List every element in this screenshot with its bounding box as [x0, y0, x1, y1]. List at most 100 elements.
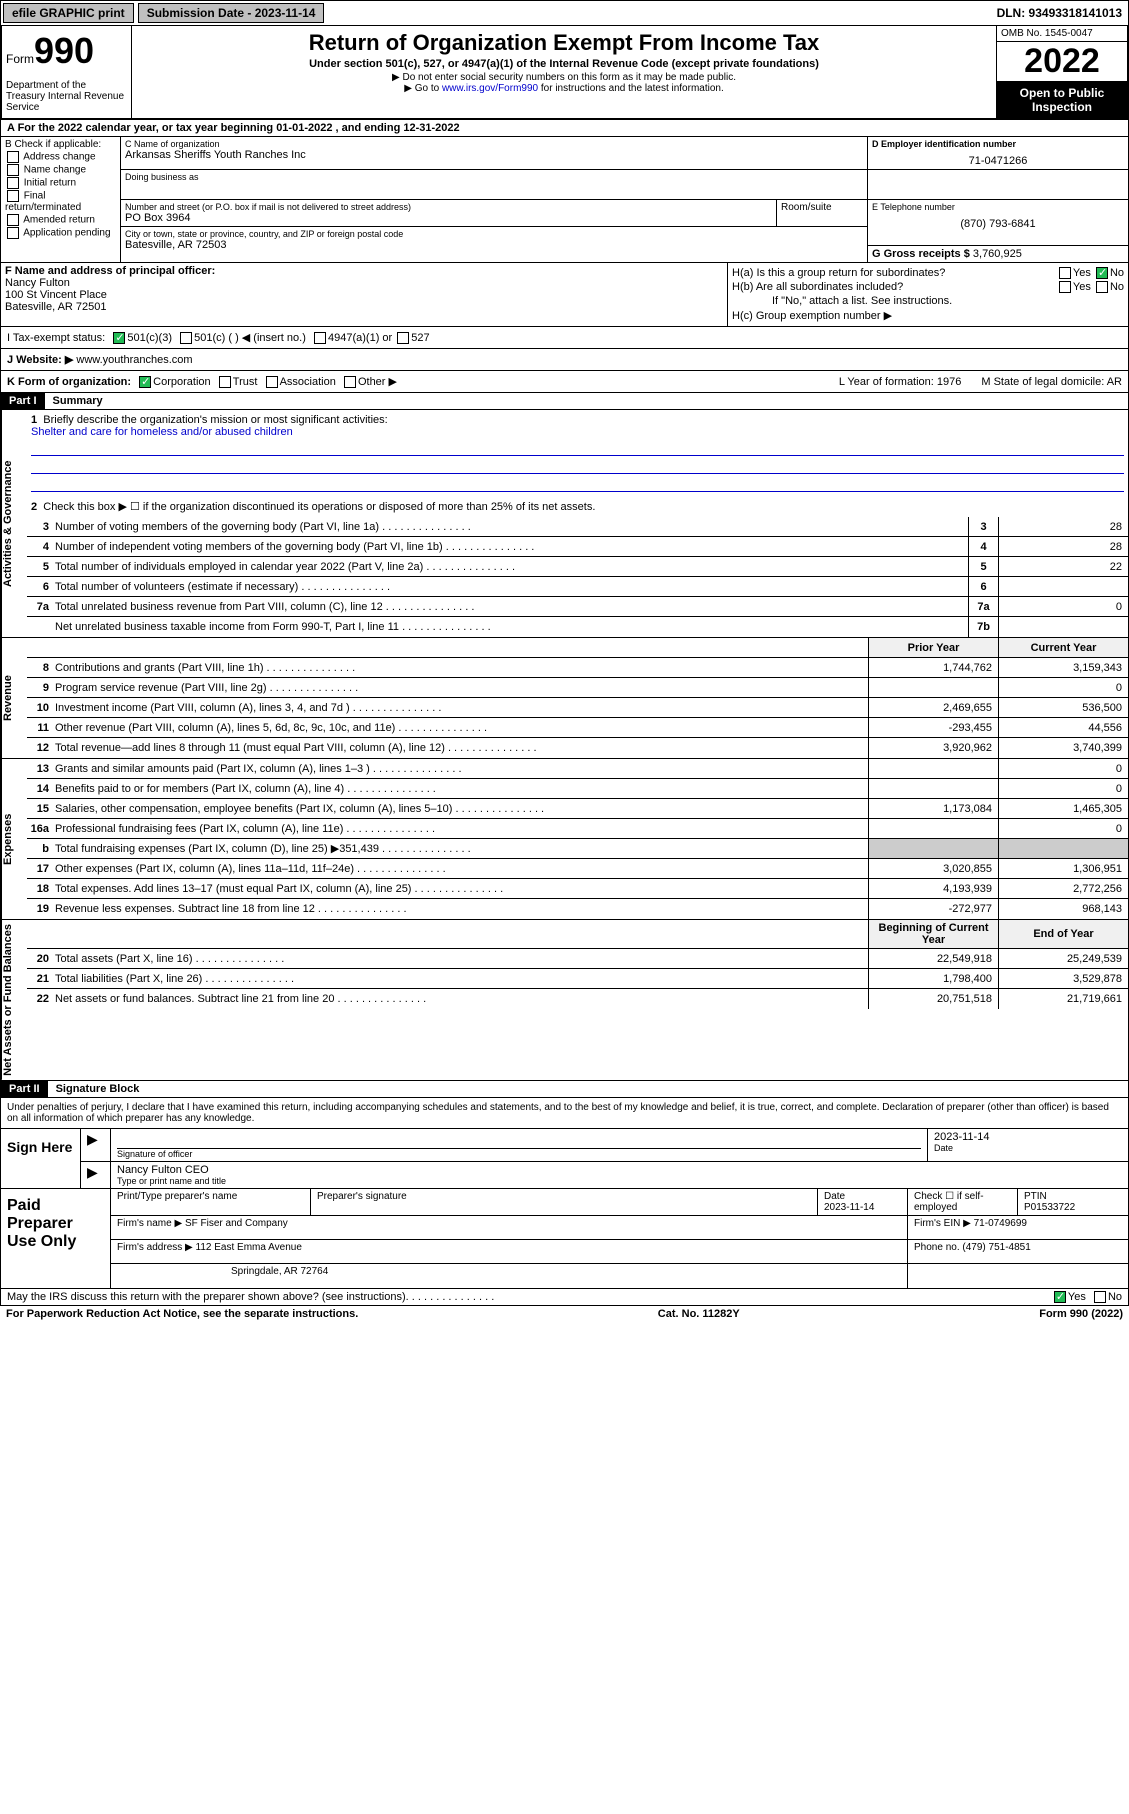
summary-line: 14Benefits paid to or for members (Part … — [27, 779, 1128, 799]
section-f-h: F Name and address of principal officer:… — [0, 263, 1129, 327]
summary-line: 8Contributions and grants (Part VIII, li… — [27, 658, 1128, 678]
summary-revenue: Revenue Prior Year Current Year 8Contrib… — [0, 638, 1129, 759]
chk-address-change[interactable]: Address change — [5, 151, 116, 163]
mission-text[interactable]: Shelter and care for homeless and/or abu… — [31, 426, 293, 438]
footer-row: For Paperwork Reduction Act Notice, see … — [0, 1306, 1129, 1322]
summary-line: 18Total expenses. Add lines 13–17 (must … — [27, 879, 1128, 899]
tax-year: 2022 — [997, 42, 1127, 82]
open-inspection: Open to Public Inspection — [997, 82, 1127, 118]
irs-link[interactable]: www.irs.gov/Form990 — [442, 83, 538, 94]
summary-governance: Activities & Governance 1 Briefly descri… — [0, 410, 1129, 638]
mission-block: 1 Briefly describe the organization's mi… — [27, 410, 1128, 517]
suite-cell: Room/suite — [777, 200, 867, 226]
submission-date-button[interactable]: Submission Date - 2023-11-14 — [138, 3, 325, 23]
org-name: Arkansas Sheriffs Youth Ranches Inc — [125, 149, 863, 161]
officer-name: Nancy Fulton CEO — [117, 1164, 1122, 1176]
chk-discuss-no[interactable] — [1094, 1291, 1106, 1303]
chk-final-return[interactable]: Final return/terminated — [5, 190, 116, 213]
street-value: PO Box 3964 — [125, 212, 772, 224]
summary-line: 12Total revenue—add lines 8 through 11 (… — [27, 738, 1128, 758]
chk-initial-return[interactable]: Initial return — [5, 177, 116, 189]
ptin-value: P01533722 — [1024, 1202, 1075, 1213]
sign-here-label: Sign Here — [1, 1129, 81, 1188]
city-cell: City or town, state or province, country… — [121, 227, 867, 253]
efile-button[interactable]: efile GRAPHIC print — [3, 3, 134, 23]
firm-phone: (479) 751-4851 — [962, 1242, 1030, 1253]
vtab-revenue: Revenue — [1, 638, 27, 758]
chk-name-change[interactable]: Name change — [5, 164, 116, 176]
discuss-row: May the IRS discuss this return with the… — [0, 1289, 1129, 1306]
phone-cell: E Telephone number (870) 793-6841 — [868, 200, 1128, 246]
ein-cell: D Employer identification number 71-0471… — [868, 137, 1128, 170]
summary-line: 11Other revenue (Part VIII, column (A), … — [27, 718, 1128, 738]
dba-cell: Doing business as — [121, 170, 868, 200]
firm-address: 112 East Emma Avenue — [196, 1242, 302, 1253]
summary-line: 9Program service revenue (Part VIII, lin… — [27, 678, 1128, 698]
principal-officer: F Name and address of principal officer:… — [1, 263, 728, 326]
website-value: www.youthranches.com — [76, 354, 192, 366]
dept-label: Department of the Treasury Internal Reve… — [6, 80, 127, 113]
chk-amended-return[interactable]: Amended return — [5, 214, 116, 226]
chk-501c3[interactable] — [113, 332, 125, 344]
firm-city: Springdale, AR 72764 — [111, 1264, 908, 1288]
summary-line: 7aTotal unrelated business revenue from … — [27, 597, 1128, 617]
ein-value: 71-0471266 — [872, 149, 1124, 167]
part-2-header: Part II Signature Block — [0, 1081, 1129, 1098]
summary-line: 5Total number of individuals employed in… — [27, 557, 1128, 577]
summary-line: 3Number of voting members of the governi… — [27, 517, 1128, 537]
summary-line: 10Investment income (Part VIII, column (… — [27, 698, 1128, 718]
row-a-tax-year: A For the 2022 calendar year, or tax yea… — [0, 120, 1129, 137]
summary-line: 19Revenue less expenses. Subtract line 1… — [27, 899, 1128, 919]
vtab-governance: Activities & Governance — [1, 410, 27, 637]
summary-line: 21Total liabilities (Part X, line 26) 1,… — [27, 969, 1128, 989]
firm-name: SF Fiser and Company — [185, 1218, 288, 1229]
col-b-checkboxes: B Check if applicable: Address change Na… — [1, 137, 121, 262]
chk-527[interactable] — [397, 332, 409, 344]
chk-4947[interactable] — [314, 332, 326, 344]
summary-line: 6Total number of volunteers (estimate if… — [27, 577, 1128, 597]
signature-declaration: Under penalties of perjury, I declare th… — [0, 1098, 1129, 1129]
firm-ein: 71-0749699 — [974, 1218, 1027, 1229]
row-i-tax-status: I Tax-exempt status: 501(c)(3) 501(c) ( … — [0, 327, 1129, 349]
summary-line: 16aProfessional fundraising fees (Part I… — [27, 819, 1128, 839]
summary-line: 20Total assets (Part X, line 16) 22,549,… — [27, 949, 1128, 969]
city-value: Batesville, AR 72503 — [125, 239, 863, 251]
form-header: Form990 Department of the Treasury Inter… — [0, 26, 1129, 120]
summary-line: 13Grants and similar amounts paid (Part … — [27, 759, 1128, 779]
chk-assoc[interactable] — [266, 376, 278, 388]
phone-value: (870) 793-6841 — [872, 212, 1124, 230]
gross-receipts-cell: G Gross receipts $ 3,760,925 — [868, 246, 1128, 262]
col-header-row: Prior Year Current Year — [27, 638, 1128, 658]
summary-line: bTotal fundraising expenses (Part IX, co… — [27, 839, 1128, 859]
section-b-c: B Check if applicable: Address change Na… — [0, 137, 1129, 263]
sign-here-block: Sign Here ▶ Signature of officer 2023-11… — [0, 1129, 1129, 1189]
vtab-expenses: Expenses — [1, 759, 27, 919]
chk-app-pending[interactable]: Application pending — [5, 227, 116, 239]
gross-receipts-value: 3,760,925 — [973, 248, 1022, 260]
form-note-ssn: ▶ Do not enter social security numbers o… — [136, 72, 992, 83]
chk-trust[interactable] — [219, 376, 231, 388]
summary-line: Net unrelated business taxable income fr… — [27, 617, 1128, 637]
net-header-row: Beginning of Current Year End of Year — [27, 920, 1128, 949]
group-return-section: H(a) Is this a group return for subordin… — [728, 263, 1128, 326]
chk-discuss-yes[interactable] — [1054, 1291, 1066, 1303]
summary-line: 15Salaries, other compensation, employee… — [27, 799, 1128, 819]
year-formation: L Year of formation: 1976 — [839, 376, 962, 388]
paid-preparer-label: Paid Preparer Use Only — [1, 1189, 111, 1288]
paid-preparer-block: Paid Preparer Use Only Print/Type prepar… — [0, 1189, 1129, 1289]
form-note-link: ▶ Go to www.irs.gov/Form990 for instruct… — [136, 83, 992, 94]
summary-line: 17Other expenses (Part IX, column (A), l… — [27, 859, 1128, 879]
dln-text: DLN: 93493318141013 — [991, 6, 1128, 20]
row-k-form-org: K Form of organization: Corporation Trus… — [0, 371, 1129, 393]
street-cell: Number and street (or P.O. box if mail i… — [121, 200, 777, 226]
vtab-net-assets: Net Assets or Fund Balances — [1, 920, 27, 1080]
row-j-website: J Website: ▶ www.youthranches.com — [0, 349, 1129, 371]
summary-line: 22Net assets or fund balances. Subtract … — [27, 989, 1128, 1009]
summary-expenses: Expenses 13Grants and similar amounts pa… — [0, 759, 1129, 920]
cat-no: Cat. No. 11282Y — [658, 1308, 740, 1320]
org-name-cell: C Name of organization Arkansas Sheriffs… — [121, 137, 868, 170]
chk-corp[interactable] — [139, 376, 151, 388]
chk-501c[interactable] — [180, 332, 192, 344]
form-number: Form990 — [6, 30, 127, 72]
chk-other[interactable] — [344, 376, 356, 388]
